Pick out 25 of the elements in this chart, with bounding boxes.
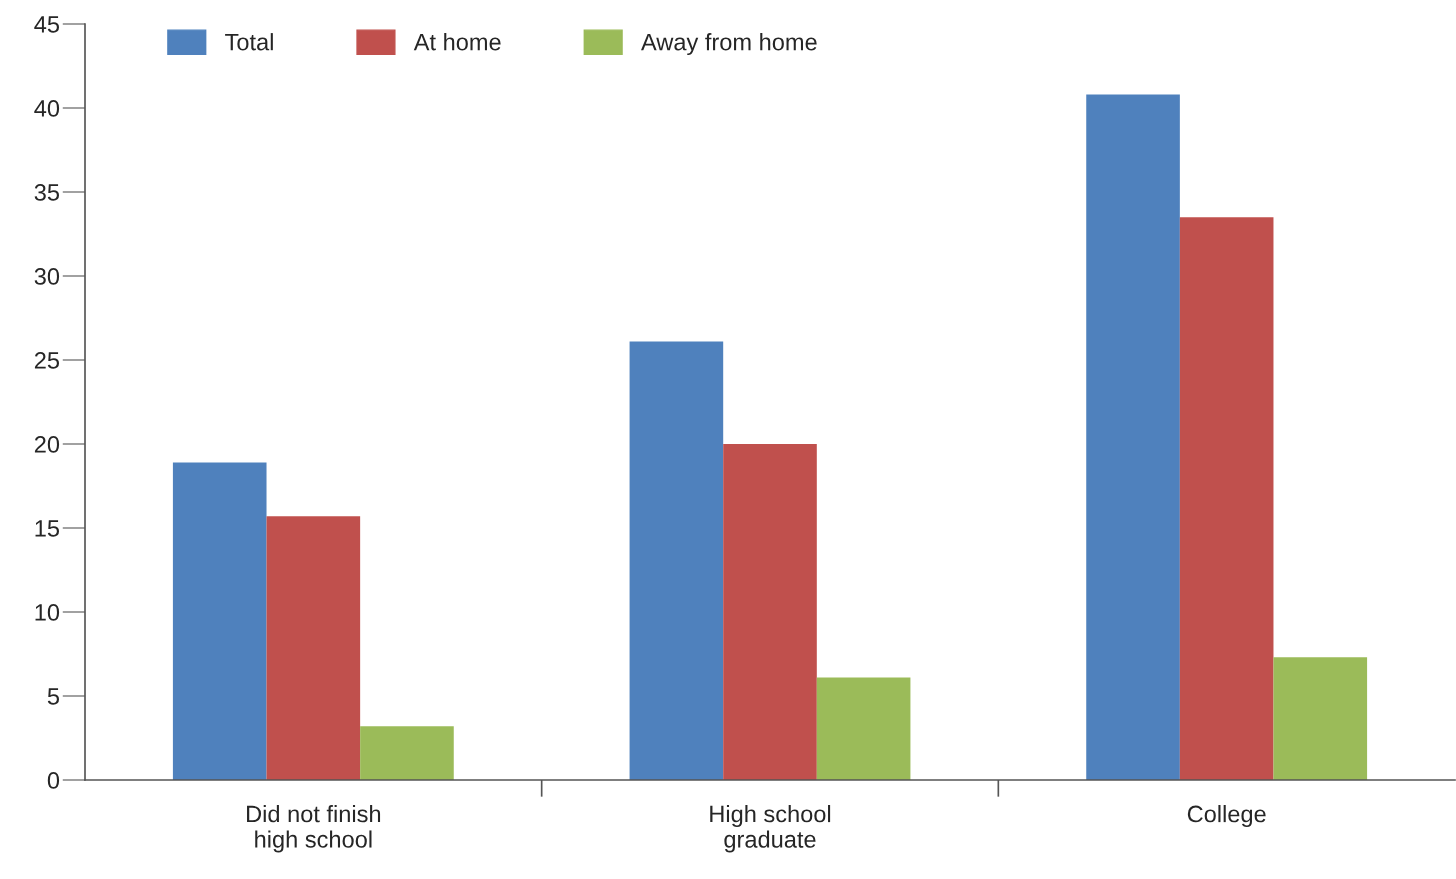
bar <box>172 462 267 780</box>
bar <box>266 516 361 780</box>
y-tick-label: 15 <box>35 520 60 537</box>
bar <box>1273 657 1368 780</box>
legend-label: Total <box>225 33 273 51</box>
y-tick-label: 35 <box>34 184 60 201</box>
y-tick-label: 20 <box>34 436 60 453</box>
bar <box>723 444 817 780</box>
x-tick-label: Did not finish high school <box>247 805 381 853</box>
y-tick-label: 45 <box>34 16 60 33</box>
bar <box>1179 217 1274 780</box>
bar <box>629 341 724 780</box>
x-tick-label: High school graduate <box>710 805 831 853</box>
y-tick-label: 40 <box>34 100 60 117</box>
bar <box>1086 94 1180 780</box>
bar <box>816 677 911 780</box>
y-tick-label: 25 <box>34 352 60 369</box>
bar <box>360 726 454 780</box>
y-tick-label: 10 <box>35 604 60 621</box>
x-tick-label: College <box>1187 805 1266 828</box>
legend-label: Away from home <box>641 33 817 56</box>
legend-label: At home <box>413 33 501 51</box>
y-tick-label: 30 <box>34 268 60 285</box>
y-tick-label: 0 <box>47 772 60 789</box>
y-tick-label: 5 <box>47 688 60 705</box>
